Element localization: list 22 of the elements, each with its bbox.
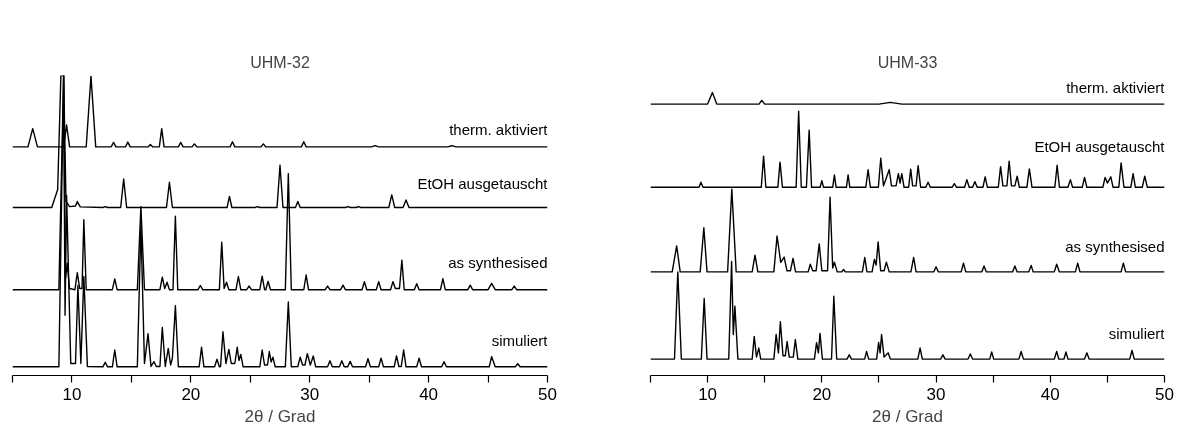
x-tick-label: 20	[812, 384, 832, 404]
series-label: as synthesised	[448, 253, 548, 271]
series-label: therm. aktiviert	[449, 120, 549, 138]
x-tick-label: 50	[538, 384, 557, 404]
x-tick-label: 10	[698, 384, 718, 404]
chart-title: UHM-33	[877, 53, 938, 71]
x-tick-label: 30	[926, 384, 946, 404]
chart-title: UHM-32	[250, 53, 310, 71]
series-label: as synthesised	[1065, 238, 1165, 256]
series-label: EtOH ausgetauscht	[417, 175, 549, 192]
x-tick-label: 30	[300, 384, 320, 404]
x-tick-label: 40	[1040, 384, 1060, 404]
x-tick-label: 40	[419, 384, 439, 404]
series-label: simuliert	[491, 331, 549, 349]
series-label: therm. aktiviert	[1066, 79, 1166, 97]
x-tick-label: 50	[1155, 384, 1174, 404]
x-tick-label: 10	[62, 384, 82, 404]
x-axis-title: 2θ / Grad	[872, 406, 943, 426]
x-tick-label: 20	[181, 384, 201, 404]
x-axis-title: 2θ / Grad	[244, 406, 316, 426]
series-label: EtOH ausgetauscht	[1034, 137, 1166, 155]
series-label: simuliert	[1108, 325, 1166, 343]
